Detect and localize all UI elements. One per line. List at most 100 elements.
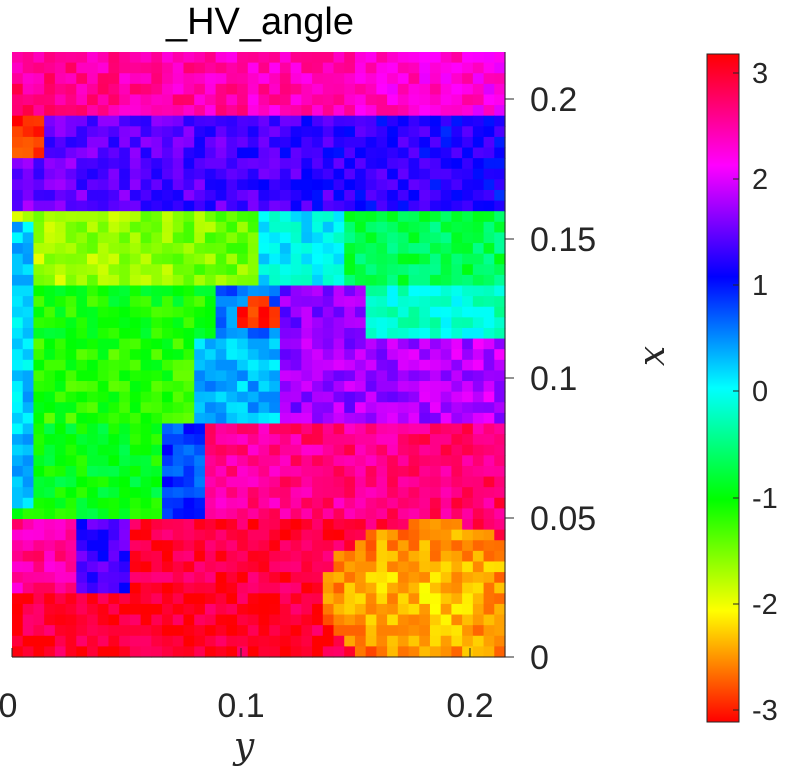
- heatmap-cell: [247, 412, 260, 425]
- heatmap-cell: [397, 540, 410, 552]
- heatmap-cell: [408, 519, 420, 531]
- heatmap-cell: [87, 211, 99, 223]
- heatmap-cell: [215, 519, 227, 531]
- heatmap-cell: [376, 455, 388, 467]
- heatmap-cell: [387, 614, 399, 626]
- heatmap-cell: [462, 83, 474, 96]
- heatmap-cell: [290, 274, 302, 287]
- heatmap-cell: [269, 179, 281, 191]
- heatmap-cell: [429, 561, 442, 573]
- heatmap-cell: [194, 540, 206, 552]
- heatmap-cell: [44, 296, 56, 308]
- heatmap-cell: [44, 434, 56, 446]
- heatmap-cell: [494, 391, 506, 403]
- heatmap-cell: [151, 158, 163, 170]
- heatmap-cell: [354, 603, 367, 616]
- heatmap-cell: [494, 540, 506, 552]
- heatmap-cell: [279, 158, 292, 170]
- y-tick-label: 0.15: [530, 221, 596, 259]
- heatmap-cell: [140, 306, 152, 318]
- heatmap-cell: [376, 211, 388, 223]
- heatmap-cell: [290, 359, 302, 372]
- x-tick-label: 0.2: [446, 687, 493, 725]
- heatmap-cell: [419, 593, 431, 605]
- heatmap-cell: [258, 296, 270, 308]
- heatmap-cell: [183, 126, 195, 138]
- heatmap-cell: [87, 540, 99, 552]
- heatmap-cell: [119, 444, 131, 456]
- heatmap-cell: [226, 147, 238, 159]
- x-axis-label: y: [232, 726, 255, 767]
- heatmap-cell: [140, 497, 152, 509]
- heatmap-cell: [33, 603, 45, 616]
- heatmap-cell: [87, 147, 99, 159]
- heatmap-cell: [204, 359, 217, 372]
- heatmap-cell: [237, 285, 249, 297]
- heatmap-cell: [151, 147, 163, 159]
- heatmap-cell: [419, 306, 431, 318]
- heatmap-cell: [162, 614, 174, 626]
- heatmap-cell: [344, 391, 356, 403]
- heatmap-cell: [301, 179, 313, 191]
- heatmap-cell: [494, 635, 506, 647]
- heatmap-cell: [494, 126, 506, 138]
- heatmap-cell: [258, 529, 270, 541]
- heatmap-cell: [269, 94, 281, 106]
- heatmap-cell: [119, 465, 131, 478]
- heatmap-cell: [419, 550, 431, 563]
- heatmap-cell: [408, 412, 420, 425]
- heatmap-cell: [151, 423, 163, 435]
- heatmap-cell: [183, 179, 195, 191]
- heatmap-cell: [237, 338, 249, 350]
- heatmap-cell: [76, 487, 88, 499]
- heatmap-cell: [162, 83, 174, 96]
- heatmap-cell: [44, 359, 56, 372]
- heatmap-cell: [194, 232, 206, 244]
- heatmap-cell: [269, 434, 281, 446]
- heatmap-cell: [12, 635, 24, 647]
- heatmap-cell: [54, 105, 67, 117]
- heatmap-cell: [22, 614, 35, 626]
- heatmap-cell: [162, 179, 174, 191]
- heatmap-cell: [237, 243, 249, 255]
- heatmap-cell: [333, 412, 345, 425]
- heatmap-cell: [33, 476, 45, 488]
- heatmap-cell: [354, 189, 367, 202]
- heatmap-cell: [344, 476, 356, 488]
- heatmap-cell: [183, 52, 195, 64]
- heatmap-cell: [376, 603, 388, 616]
- heatmap-cell: [215, 402, 227, 414]
- heatmap-cell: [33, 179, 45, 191]
- heatmap-cell: [408, 285, 420, 297]
- heatmap-cell: [365, 83, 377, 96]
- heatmap-cell: [494, 158, 506, 170]
- heatmap-cell: [483, 593, 495, 605]
- heatmap-cell: [87, 253, 99, 265]
- heatmap-cell: [247, 136, 260, 149]
- heatmap-cell: [119, 434, 131, 446]
- heatmap-cell: [247, 540, 260, 552]
- heatmap-cell: [483, 625, 495, 637]
- heatmap-cell: [258, 434, 270, 446]
- heatmap-cell: [194, 572, 206, 584]
- heatmap-cell: [151, 593, 163, 605]
- heatmap-cell: [387, 94, 399, 106]
- heatmap-cell: [440, 338, 453, 350]
- heatmap-cell: [129, 381, 142, 393]
- heatmap-cell: [429, 444, 442, 456]
- heatmap-cell: [226, 221, 238, 234]
- heatmap-cell: [397, 306, 410, 318]
- heatmap-cell: [408, 529, 420, 541]
- heatmap-cell: [301, 455, 313, 467]
- heatmap-cell: [462, 327, 474, 340]
- heatmap-cell: [301, 62, 313, 74]
- heatmap-cell: [108, 179, 120, 191]
- heatmap-cell: [172, 94, 185, 106]
- heatmap-cell: [172, 211, 185, 223]
- heatmap-cell: [387, 147, 399, 159]
- heatmap-cell: [97, 614, 110, 626]
- heatmap-cell: [65, 529, 77, 541]
- heatmap-cell: [65, 625, 77, 637]
- heatmap-cell: [301, 582, 313, 594]
- heatmap-cell: [333, 381, 345, 393]
